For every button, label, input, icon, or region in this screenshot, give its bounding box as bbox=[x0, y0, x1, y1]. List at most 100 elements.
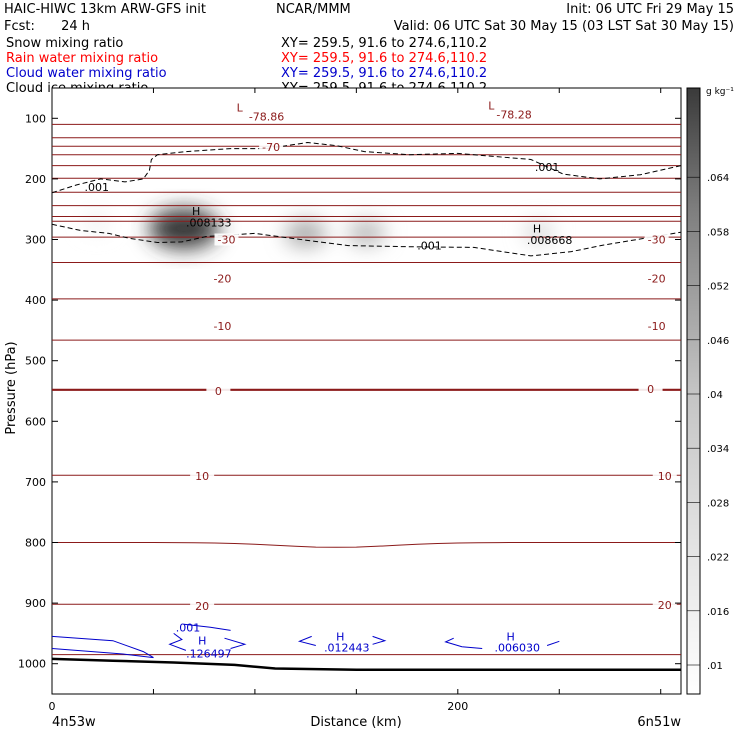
cloud-water-contour bbox=[546, 640, 560, 646]
isotherm-label: 10 bbox=[195, 470, 209, 483]
colorbar-units: g kg⁻¹ bbox=[706, 87, 734, 97]
center-label: NCAR/MMM bbox=[276, 2, 351, 17]
x-axis-label: Distance (km) bbox=[310, 715, 401, 730]
fcst-label: Fcst: bbox=[4, 19, 35, 34]
cloud-water-max-marker: H bbox=[198, 635, 206, 648]
isotherm-label: -70 bbox=[262, 141, 280, 154]
colorbar-label: .034 bbox=[707, 444, 729, 455]
y-tick-label: 1000 bbox=[18, 658, 46, 671]
cloud-water-contour bbox=[372, 635, 387, 645]
ice-max-value: .008668 bbox=[527, 234, 573, 247]
colorbar-label: .058 bbox=[707, 227, 729, 238]
cloud-water-contour bbox=[444, 637, 483, 649]
ice-shading-blob bbox=[148, 208, 219, 249]
label-bg bbox=[190, 469, 215, 482]
ice-contour-bottom bbox=[52, 223, 681, 257]
y-tick-label: 200 bbox=[25, 173, 46, 186]
ice-max-marker: H bbox=[533, 223, 541, 236]
cloud-water-max-marker: H bbox=[507, 630, 515, 643]
y-tick-label: 400 bbox=[25, 294, 46, 307]
label-bg bbox=[210, 320, 235, 333]
y-tick-label: 700 bbox=[25, 476, 46, 489]
isotherm-label: 10 bbox=[658, 470, 672, 483]
y-tick-label: 600 bbox=[25, 415, 46, 428]
ice-shading-blob bbox=[284, 220, 327, 247]
label-bg bbox=[214, 233, 239, 246]
label-bg bbox=[210, 272, 235, 285]
cloud-water-contour bbox=[168, 632, 187, 651]
isotherm-label: -30 bbox=[218, 234, 236, 247]
colorbar-label: .046 bbox=[707, 336, 729, 347]
cloud-water-max-value: .006030 bbox=[495, 641, 541, 654]
colorbar-labels: .01 .016 .022 .028 .034 .04 .046 .052 .058 .064 bbox=[687, 173, 729, 672]
fcst-value: 24 h bbox=[61, 19, 90, 34]
y-axis-label: Pressure (hPa) bbox=[4, 341, 19, 434]
isotherm-line bbox=[52, 542, 681, 548]
cloud-water-contour bbox=[224, 637, 247, 649]
terrain-line bbox=[52, 657, 681, 672]
isotherm-label: -30 bbox=[648, 234, 666, 247]
isotherm-label: 0 bbox=[215, 385, 222, 398]
label-bg bbox=[652, 598, 677, 611]
field-name: Snow mixing ratio bbox=[6, 36, 123, 51]
label-bg bbox=[644, 272, 669, 285]
label-bg bbox=[644, 233, 669, 246]
colorbar-label: .028 bbox=[707, 498, 729, 509]
field-name: Cloud water mixing ratio bbox=[6, 66, 167, 81]
y-tick-label: 900 bbox=[25, 597, 46, 610]
y-tick-label: 800 bbox=[25, 537, 46, 550]
isotherm-label: -10 bbox=[648, 320, 666, 333]
ice-shading-blob bbox=[347, 220, 386, 246]
colorbar bbox=[686, 87, 701, 695]
isotherm-label: -20 bbox=[213, 272, 231, 285]
ice-shading-blob bbox=[84, 213, 109, 232]
label-bg bbox=[259, 140, 284, 153]
isotherm-label: 20 bbox=[658, 599, 672, 612]
init-time: Init: 06 UTC Fri 29 May 15 bbox=[566, 2, 734, 17]
right-endpoint-label: 6n51w bbox=[637, 715, 681, 730]
cloud-water-max-value: .012443 bbox=[324, 641, 370, 654]
label-bg bbox=[644, 320, 669, 333]
left-endpoint-label: 4n53w bbox=[52, 715, 96, 730]
label-bg bbox=[190, 600, 215, 613]
cloud-water-max-value: .126497 bbox=[186, 647, 232, 660]
cloud-water-label: .001 bbox=[176, 621, 201, 634]
isotherm-contours bbox=[52, 123, 681, 656]
y-tick-label: 100 bbox=[25, 112, 46, 125]
low-marker: -78.86 bbox=[249, 110, 284, 123]
label-bg bbox=[206, 385, 231, 397]
x-tick-label: 0 bbox=[49, 700, 56, 713]
terrain-layer bbox=[52, 657, 681, 672]
isotherm-label: 0 bbox=[647, 383, 654, 396]
cloud-water-contour bbox=[183, 623, 231, 631]
low-marker: L bbox=[237, 101, 244, 114]
isotherm-label: -10 bbox=[213, 320, 231, 333]
colorbar-label: .064 bbox=[707, 173, 729, 184]
cloud-water-contour bbox=[297, 635, 316, 646]
cloud-water-layer bbox=[52, 623, 560, 659]
ice-max-marker: H bbox=[192, 205, 200, 218]
cloud-water-contour bbox=[52, 635, 154, 659]
cloud-water-max-marker: H bbox=[336, 630, 344, 643]
colorbar-label: .016 bbox=[707, 607, 729, 618]
colorbar-label: .04 bbox=[707, 390, 723, 401]
low-marker: L bbox=[488, 100, 495, 113]
field-name: Rain water mixing ratio bbox=[6, 51, 158, 66]
colorbar-label: .01 bbox=[707, 661, 723, 672]
y-tick-label: 300 bbox=[25, 234, 46, 247]
isotherm-label: 20 bbox=[195, 600, 209, 613]
ice-contour-label: .001 bbox=[535, 161, 560, 174]
x-tick-label: 200 bbox=[447, 700, 468, 713]
field-xy-range: XY= 259.5, 91.6 to 274.6,110.2 bbox=[281, 36, 487, 51]
field-xy-range: XY= 259.5, 91.6 to 274.6,110.2 bbox=[281, 51, 487, 66]
label-bg bbox=[638, 383, 663, 396]
ice-contour-label: .001 bbox=[84, 181, 109, 194]
ice-max-value: .008133 bbox=[186, 217, 232, 230]
y-tick-label: 500 bbox=[25, 355, 46, 368]
colorbar-label: .022 bbox=[707, 553, 729, 564]
low-marker: -78.28 bbox=[496, 109, 531, 122]
cloud-water-contour bbox=[52, 648, 154, 659]
